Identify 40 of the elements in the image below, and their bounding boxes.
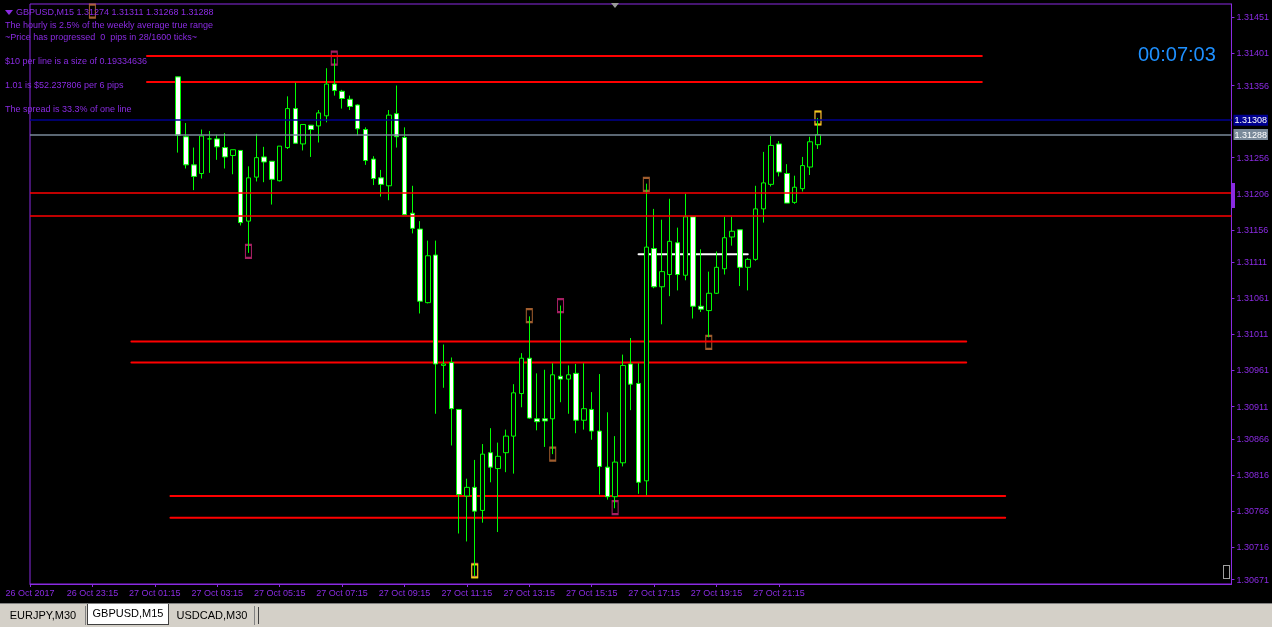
annotation: 00:07:03 [1138, 43, 1216, 65]
tab: USDCAD,M30 [170, 606, 255, 625]
x-tick-label: 27 Oct 05:15 [253, 587, 306, 598]
ref-line-label: 1.31288 [1234, 129, 1268, 140]
x-tick-label: 27 Oct 07:15 [316, 587, 368, 598]
y-tick-label: 1.31206 [1236, 188, 1270, 199]
x-tick-label: 27 Oct 01:15 [129, 587, 181, 598]
x-tick-label: 27 Oct 11:15 [441, 587, 493, 598]
y-tick-label: 1.30866 [1236, 434, 1270, 444]
x-tick-label: 26 Oct 2017 [5, 587, 55, 598]
x-tick-label: 27 Oct 17:15 [628, 587, 680, 598]
y-tick-label: 1.31256 [1236, 152, 1270, 163]
annotation: 1.01 is $52.237806 per 6 pips [5, 79, 125, 90]
annotation: The hourly is 2.5% of the weekly average true range [5, 19, 214, 30]
y-tick-label: 1.30766 [1236, 506, 1270, 517]
y-tick-label: 1.30961 [1236, 365, 1270, 376]
y-tick-label: 1.31061 [1236, 293, 1270, 304]
x-tick-label: 27 Oct 19:15 [690, 587, 743, 598]
tab: EURJPY,M30 [1, 606, 86, 625]
x-tick-label: 27 Oct 09:15 [378, 587, 431, 598]
y-tick-label: 1.31451 [1236, 11, 1270, 22]
x-tick-label: 26 Oct 23:15 [66, 587, 119, 598]
tab: GBPUSD,M15 [87, 604, 169, 625]
annotation: The spread is 33.3% of one line [5, 103, 132, 114]
y-tick-label: 1.30716 [1236, 542, 1270, 553]
y-tick-label: 1.31156 [1236, 224, 1269, 235]
x-tick-label: 27 Oct 21:15 [753, 587, 805, 598]
y-tick-label: 1.31401 [1236, 48, 1270, 59]
y-tick-label: 1.30671 [1236, 574, 1270, 585]
y-tick-label: 1.31111 [1236, 257, 1267, 268]
y-tick-label: 1.31356 [1236, 80, 1270, 91]
annotation: $10 per line is a size of 0.19334636 [5, 55, 148, 66]
y-tick-label: 1.30816 [1236, 470, 1270, 481]
x-tick-label: 27 Oct 13:15 [503, 587, 556, 598]
x-tick-label: 27 Oct 03:15 [191, 587, 244, 598]
annotation: ~Price has progressed 0 pips in 28/1600 ticks~ [5, 31, 198, 42]
y-tick-label: 1.30911 [1236, 401, 1269, 412]
x-tick-label: 27 Oct 15:15 [565, 587, 618, 598]
ref-line-label: 1.31308 [1234, 115, 1268, 126]
y-tick-label: 1.31011 [1236, 329, 1269, 340]
